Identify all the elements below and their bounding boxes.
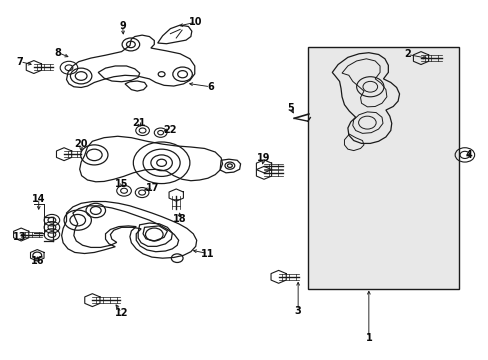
Text: 4: 4: [465, 150, 471, 160]
Text: 3: 3: [294, 306, 301, 316]
Text: 11: 11: [201, 248, 214, 258]
Text: 8: 8: [55, 48, 61, 58]
Text: 5: 5: [287, 103, 294, 113]
Text: 12: 12: [115, 308, 128, 318]
Text: 16: 16: [30, 256, 44, 266]
Text: 22: 22: [163, 125, 177, 135]
Text: 6: 6: [206, 82, 213, 92]
Text: 2: 2: [404, 49, 410, 59]
Text: 14: 14: [32, 194, 45, 204]
Text: 10: 10: [188, 17, 202, 27]
Bar: [307, 47, 458, 289]
Text: 19: 19: [257, 153, 270, 163]
Text: 18: 18: [172, 215, 186, 224]
Text: 1: 1: [365, 333, 371, 343]
Text: 20: 20: [74, 139, 88, 149]
Text: 15: 15: [115, 179, 128, 189]
Text: 9: 9: [119, 21, 126, 31]
Text: 17: 17: [146, 183, 159, 193]
Text: 13: 13: [13, 232, 26, 242]
Text: 21: 21: [132, 118, 145, 128]
Text: 7: 7: [17, 57, 23, 67]
